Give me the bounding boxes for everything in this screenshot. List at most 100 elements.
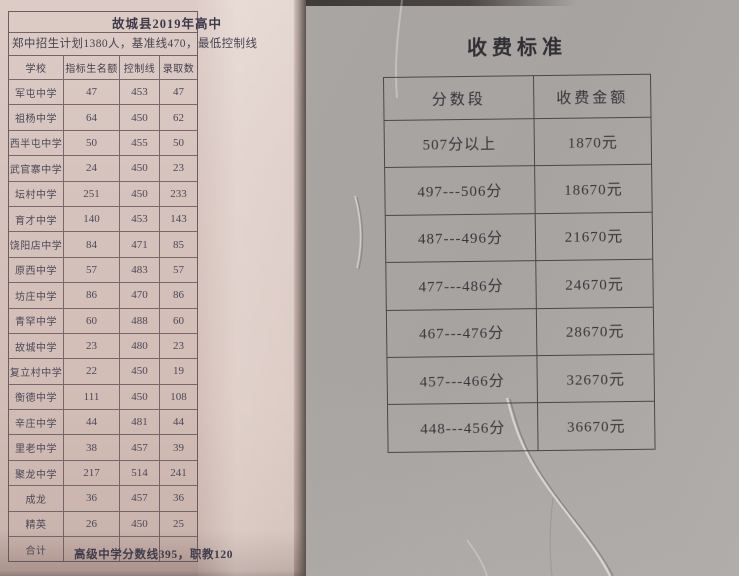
table-row: 坊庄中学 86 470 86 — [9, 283, 197, 309]
table-row: 辛庄中学 44 481 44 — [9, 410, 197, 436]
table-cell: 复立村中学 — [9, 359, 64, 384]
table-cell: 57 — [173, 263, 184, 276]
table-cell: 故城中学 — [9, 333, 64, 359]
table-header-row: 学校 指标生名额 控制线 录取数 — [9, 56, 197, 80]
table-row: 448---456分 36670元 — [388, 402, 655, 452]
table-cell: 23 — [173, 340, 184, 353]
left-table-rows: 学校 指标生名额 控制线 录取数 军屯中学 47 453 47 祖杨中学 64 450 62 西半屯中学… — [9, 56, 197, 562]
table-cell: 50 — [64, 130, 120, 156]
table-cell: 原西中学 — [9, 257, 64, 283]
table-cell: 38 — [64, 435, 120, 460]
table-cell: 西半屯中学 — [9, 130, 64, 156]
table-cell: 分数段 — [384, 76, 535, 120]
table-cell: 22 — [64, 359, 120, 384]
table-row: 西半屯中学 50 455 50 — [9, 130, 197, 157]
left-document-photo: 学校 指标生名额 控制线 录取数 军屯中学 47 453 47 祖杨中学 64 450 62 西半屯中学… — [0, 0, 306, 576]
table-row: 457---466分 32670元 — [387, 354, 654, 406]
table-row: 饶阳店中学 84 471 85 — [9, 232, 197, 258]
table-cell: 85 — [173, 238, 184, 251]
left-doc-info-line: 郑中招生计划1380人，基准线470，最低控制线 — [12, 38, 258, 50]
table-cell: 471 — [120, 232, 160, 257]
table-cell: 453 — [120, 80, 160, 105]
table-row: 497---506分 18670元 — [385, 165, 652, 216]
table-cell: 140 — [64, 206, 120, 232]
table-cell: 481 — [120, 410, 160, 435]
table-cell: 111 — [64, 384, 120, 410]
table-cell: 辛庄中学 — [9, 410, 64, 435]
table-cell: 24670元 — [565, 276, 624, 294]
paper-margin-highlight — [198, 0, 294, 576]
table-cell: 24 — [64, 156, 120, 181]
table-cell: 450 — [120, 156, 160, 181]
fee-table: 分数段 收费金额 507分以上 1870元 497---506分 18670元 487---… — [383, 73, 656, 453]
table-cell: 36 — [64, 486, 120, 511]
table-cell: 19 — [173, 365, 184, 378]
table-row: 坛村中学 251 450 233 — [9, 181, 197, 207]
table-cell: 23 — [173, 162, 184, 175]
table-cell: 450 — [120, 359, 160, 384]
table-cell: 487---496分 — [385, 213, 537, 263]
table-row: 精英 26 450 25 — [9, 511, 197, 538]
table-cell: 450 — [120, 105, 160, 130]
table-row: 武官寨中学 24 450 23 — [9, 156, 197, 182]
table-cell: 457 — [120, 435, 160, 460]
table-cell: 488 — [120, 308, 160, 333]
table-cell: 470 — [120, 283, 160, 308]
table-cell: 62 — [173, 111, 184, 124]
table-title-band — [9, 12, 197, 33]
table-row: 原西中学 57 483 57 — [9, 257, 197, 284]
table-cell: 60 — [64, 308, 120, 333]
left-doc-title: 故城县2019年高中 — [112, 17, 223, 31]
table-row: 祖杨中学 64 450 62 — [9, 105, 197, 131]
table-cell: 497---506分 — [385, 166, 536, 215]
table-cell: 控制线 — [120, 56, 160, 79]
table-row: 聚龙中学 217 514 241 — [9, 460, 197, 487]
table-cell: 251 — [64, 181, 120, 206]
table-cell: 480 — [120, 333, 160, 359]
table-cell: 祖杨中学 — [9, 105, 64, 130]
table-cell: 21670元 — [564, 229, 624, 247]
table-cell: 457 — [120, 486, 160, 511]
table-cell: 饶阳店中学 — [9, 232, 64, 257]
table-cell: 217 — [64, 460, 120, 486]
table-row: 复立村中学 22 450 19 — [9, 359, 197, 385]
table-row: 故城中学 23 480 23 — [9, 333, 197, 360]
paper-crease-lines — [354, 0, 614, 576]
table-cell: 44 — [173, 416, 184, 429]
table-row: 军屯中学 47 453 47 — [9, 80, 197, 106]
table-row: 487---496分 21670元 — [385, 212, 653, 264]
table-row: 合计 — [9, 537, 197, 562]
table-cell: 143 — [170, 213, 187, 226]
table-row: 507分以上 1870元 — [384, 117, 652, 169]
table-cell: 精英 — [9, 511, 64, 537]
table-cell: 育才中学 — [9, 206, 64, 232]
table-cell: 483 — [120, 257, 160, 283]
table-cell: 23 — [64, 333, 120, 359]
table-row: 成龙 36 457 36 — [9, 486, 197, 512]
table-cell: 36 — [173, 492, 184, 505]
table-cell — [120, 537, 160, 562]
table-cell: 里老中学 — [9, 435, 64, 460]
table-cell: 36670元 — [566, 419, 626, 436]
table-cell: 60 — [173, 314, 184, 327]
table-cell: 学校 — [9, 56, 64, 79]
table-cell: 450 — [120, 511, 160, 537]
table-cell: 衡德中学 — [9, 384, 64, 410]
table-cell: 453 — [120, 206, 160, 232]
table-cell: 28670元 — [565, 324, 625, 342]
table-cell — [64, 537, 120, 562]
table-cell: 青罕中学 — [9, 308, 64, 333]
table-cell: 241 — [170, 467, 187, 480]
table-cell: 477---486分 — [386, 261, 537, 310]
table-cell: 武官寨中学 — [9, 156, 64, 181]
table-cell: 233 — [170, 187, 187, 200]
table-row: 衡德中学 111 450 108 — [9, 384, 197, 411]
table-cell: 448---456分 — [388, 403, 539, 452]
table-cell: 64 — [64, 105, 120, 130]
fee-table-rows: 分数段 收费金额 507分以上 1870元 497---506分 18670元 487---… — [384, 74, 655, 452]
table-cell: 450 — [120, 181, 160, 206]
table-cell: 514 — [120, 460, 160, 486]
right-doc-title: 收费标准 — [466, 36, 568, 60]
table-cell: 47 — [64, 80, 120, 105]
table-cell: 18670元 — [564, 182, 623, 199]
